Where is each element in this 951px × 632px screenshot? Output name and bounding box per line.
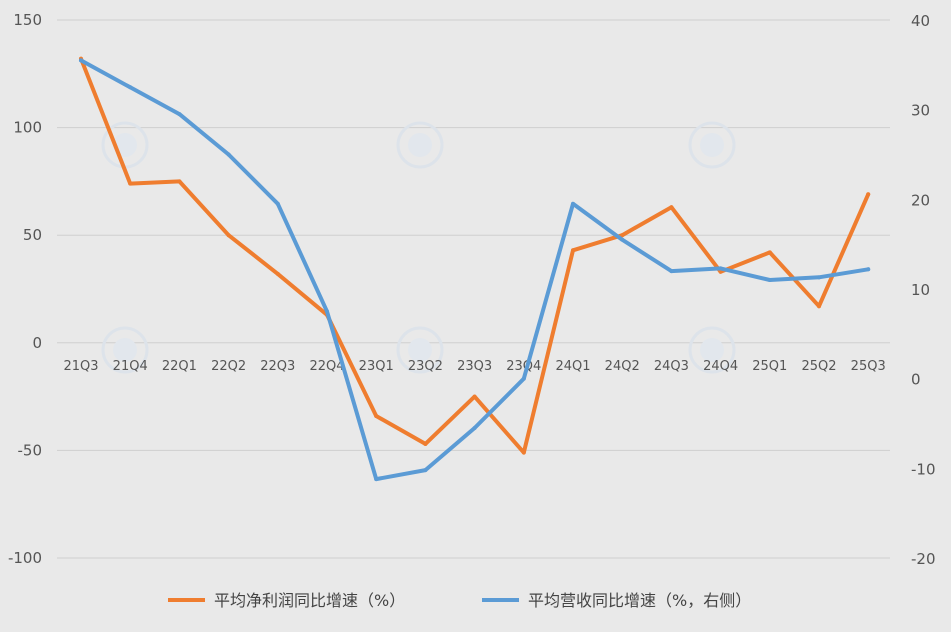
right-axis: 40 30 20 10 0 -10 -20 [911,12,936,568]
watermark-logo-inner [700,338,724,362]
left-tick-label: 100 [13,119,42,137]
category-label: 25Q1 [752,359,787,374]
left-tick-label: 0 [32,334,42,352]
data-point-s1 [620,233,625,238]
category-label: 25Q3 [851,359,886,374]
category-label: 24Q3 [654,359,689,374]
data-point-s2 [128,85,133,90]
data-point-s1 [767,250,772,255]
data-point-s2 [817,275,821,280]
data-point-s1 [669,205,674,210]
series-line-2 [79,58,871,482]
category-label: 24Q1 [555,359,590,374]
left-tick-label: -100 [8,549,42,567]
watermark-logo [396,326,444,374]
data-point-s2 [767,278,772,283]
watermark-logo [688,326,736,374]
category-label: 21Q4 [113,359,148,374]
category-label: 22Q1 [162,359,197,374]
data-point-s2 [669,269,674,274]
category-axis: 21Q3 21Q4 22Q1 22Q2 22Q3 22Q4 23Q1 23Q2 23Q3 23Q4… [63,359,885,374]
data-point-s2 [79,58,83,63]
watermark-logo-inner [408,338,432,362]
watermark-logo [688,121,736,169]
category-label: 22Q2 [211,359,246,374]
data-point-s1 [521,450,526,455]
data-point-s1 [226,233,231,238]
category-label: 24Q4 [703,359,738,374]
data-point-s2 [866,267,871,272]
right-tick-label: 10 [911,281,930,299]
data-point-s1 [275,271,280,276]
data-point-s2 [718,266,723,271]
left-tick-label: -50 [18,441,43,459]
series-line-1 [79,56,871,455]
legend-label-1: 平均净利润同比增速（%） [214,591,405,610]
category-label: 23Q1 [359,359,394,374]
data-point-s1 [718,269,723,274]
watermark [101,121,736,374]
data-point-s1 [423,441,428,446]
data-point-s1 [817,304,821,309]
legend: 平均净利润同比增速（%） 平均营收同比增速（%，右侧） [168,591,751,610]
category-label: 22Q4 [309,359,344,374]
data-point-s2 [325,309,329,314]
category-label: 22Q3 [260,359,295,374]
category-label: 23Q3 [457,359,492,374]
category-label: 24Q2 [605,359,640,374]
right-tick-label: 0 [911,371,921,389]
legend-label-2: 平均营收同比增速（%，右侧） [528,591,751,610]
data-point-s1 [177,179,182,184]
right-tick-label: 40 [911,12,930,30]
category-label: 21Q3 [63,359,98,374]
series-layer [79,56,871,482]
left-tick-label: 150 [13,11,42,29]
data-point-s2 [226,152,231,157]
watermark-logo-inner [700,133,724,157]
right-tick-label: 30 [911,102,930,120]
data-point-s1 [866,192,871,197]
data-point-s2 [571,201,575,206]
data-point-s2 [423,468,428,473]
data-point-s2 [275,201,280,206]
watermark-logo [101,326,149,374]
left-axis: 150 100 50 0 -50 -100 [8,11,42,567]
data-point-s1 [472,394,477,399]
data-point-s1 [374,413,379,418]
data-point-s1 [128,181,133,186]
watermark-logo-inner [113,338,137,362]
left-tick-label: 50 [23,226,42,244]
right-tick-label: -10 [911,460,936,478]
grid-lines [57,19,890,559]
right-tick-label: 20 [911,191,930,209]
category-label: 23Q4 [506,359,541,374]
data-point-s2 [521,376,526,381]
data-point-s2 [620,237,625,242]
data-point-s2 [472,425,477,430]
right-tick-label: -20 [911,550,936,568]
watermark-logo-inner [408,133,432,157]
category-label: 25Q2 [801,359,836,374]
data-point-s2 [374,477,379,482]
watermark-logo [396,121,444,169]
data-point-s2 [177,112,182,117]
data-point-s1 [571,248,575,253]
category-label: 23Q2 [408,359,443,374]
